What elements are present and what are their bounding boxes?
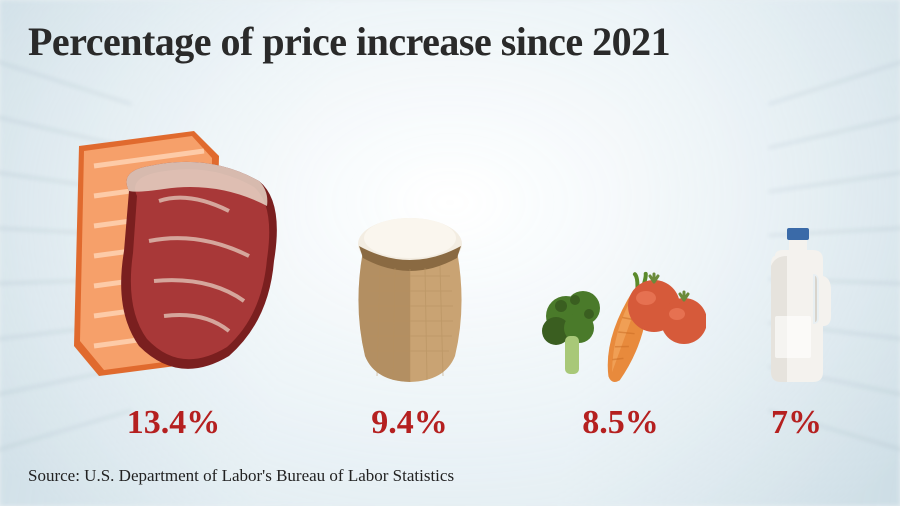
vegetables-icon [536,256,706,386]
pct-produce: 8.5% [582,404,659,442]
pct-meat: 13.4% [127,404,221,442]
page-title: Percentage of price increase since 2021 [28,18,872,65]
milk-jug-icon [757,226,837,386]
source-line: Source: U.S. Department of Labor's Burea… [28,466,872,486]
item-produce: 8.5% [536,256,706,442]
flour-sack-icon [335,196,485,386]
item-meat: 13.4% [64,126,284,442]
items-row: 13.4% [28,75,872,462]
item-milk: 7% [757,226,837,442]
pct-flour: 9.4% [371,404,448,442]
infographic: Percentage of price increase since 2021 [0,0,900,506]
item-flour: 9.4% [335,196,485,442]
pct-milk: 7% [771,404,822,442]
meat-icon [64,126,284,386]
